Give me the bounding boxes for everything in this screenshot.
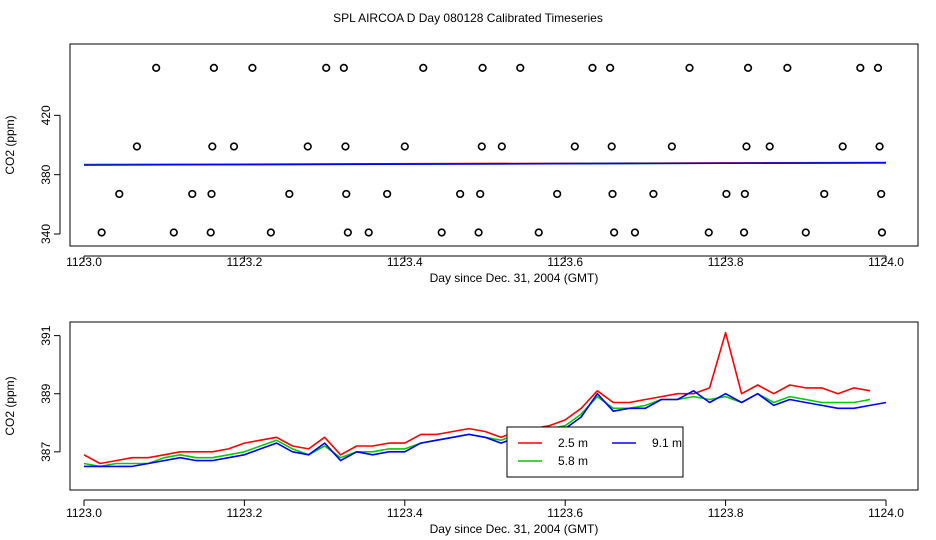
data-point	[339, 63, 348, 72]
data-point	[97, 228, 106, 237]
x-tick-label: 1123.0	[66, 506, 102, 520]
x-tick-label: 1124.0	[868, 255, 904, 269]
data-point	[248, 63, 257, 72]
data-point	[477, 142, 486, 151]
data-point	[478, 63, 487, 72]
legend-label: 5.8 m	[558, 454, 588, 468]
data-point	[152, 63, 161, 72]
data-point	[342, 189, 351, 199]
data-point	[873, 63, 883, 72]
x-tick-label: 1123.4	[387, 506, 423, 520]
data-point	[765, 142, 774, 151]
data-point	[266, 228, 275, 237]
x-tick-label: 1123.8	[708, 506, 744, 520]
data-point	[739, 228, 749, 237]
data-point	[742, 142, 751, 151]
data-point	[877, 189, 886, 199]
data-point	[207, 189, 216, 199]
data-point	[685, 63, 694, 72]
x-tick-label: 1124.0	[868, 506, 904, 520]
x-tick-label: 1123.0	[66, 255, 102, 269]
data-point	[364, 228, 373, 237]
data-point	[383, 189, 392, 199]
x-tick-label: 1123.2	[226, 506, 262, 520]
series-line-91m	[84, 390, 887, 468]
data-point	[209, 63, 219, 72]
data-point	[115, 189, 124, 199]
data-point	[553, 189, 562, 199]
legend-box	[506, 426, 684, 478]
legend-label: 2.5 m	[558, 436, 588, 450]
data-point	[875, 142, 884, 151]
x-tick-label: 1123.2	[226, 255, 262, 269]
data-point	[722, 189, 731, 199]
data-point	[419, 63, 428, 72]
data-point	[630, 228, 640, 237]
data-point	[570, 142, 579, 151]
y-axis-label: CO2 (ppm)	[3, 115, 17, 174]
y-axis-label: CO2 (ppm)	[3, 376, 17, 435]
data-point	[206, 228, 215, 237]
y-tick-label: 380	[39, 164, 53, 184]
legend-label: 9.1 m	[652, 436, 682, 450]
data-point	[285, 189, 294, 199]
legend: 2.5 m 9.1 m 5.8 m	[506, 426, 684, 478]
data-point	[856, 63, 865, 72]
x-axis-label: Day since Dec. 31, 2004 (GMT)	[430, 522, 599, 536]
data-point	[877, 228, 887, 237]
data-point	[820, 189, 829, 199]
data-point	[534, 228, 543, 237]
data-point	[188, 189, 197, 199]
data-point	[400, 142, 409, 151]
x-tick-label: 1123.4	[387, 255, 423, 269]
data-point	[838, 142, 847, 151]
data-point	[516, 63, 525, 72]
data-point	[208, 142, 217, 151]
data-point	[801, 228, 810, 237]
data-point	[132, 142, 142, 151]
data-point	[343, 228, 352, 237]
figure-title: SPL AIRCOA D Day 080128 Calibrated Times…	[333, 11, 603, 25]
data-point	[704, 228, 713, 237]
data-point	[229, 142, 239, 151]
y-tick-label: 387	[39, 442, 53, 462]
data-point	[608, 189, 617, 199]
bottom-panel-line-plot: 1123.0 1123.2 1123.4 1123.6 1123.8 1124.0 387 3…	[3, 321, 919, 536]
x-tick-label: 1123.6	[547, 255, 583, 269]
data-point	[607, 142, 616, 151]
y-tick-label: 340	[39, 224, 53, 244]
y-tick-label: 391	[39, 325, 53, 345]
data-point	[474, 228, 483, 237]
data-point	[649, 189, 658, 199]
data-point	[497, 142, 506, 151]
data-point	[322, 63, 331, 72]
data-point	[456, 189, 465, 199]
x-tick-label: 1123.8	[708, 255, 744, 269]
x-axis-label: Day since Dec. 31, 2004 (GMT)	[430, 271, 599, 285]
data-point	[743, 63, 753, 72]
data-point	[169, 228, 178, 237]
data-point	[476, 189, 485, 199]
y-tick-label: 420	[39, 105, 53, 125]
data-point	[303, 142, 312, 151]
series-line-25m	[83, 331, 871, 465]
plot-frame	[69, 321, 919, 491]
data-point	[740, 189, 749, 199]
y-tick-label: 389	[39, 383, 53, 403]
plot-frame	[69, 43, 919, 247]
data-point	[783, 63, 792, 72]
series-line-91m	[83, 162, 887, 166]
data-point	[437, 228, 446, 237]
top-panel-scatter-plot: 1123.0 1123.2 1123.4 1123.6 1123.8 1124.0 340 3…	[3, 43, 919, 285]
data-point	[667, 142, 676, 151]
x-tick-label: 1123.6	[547, 506, 583, 520]
data-point	[606, 63, 615, 72]
data-point	[588, 63, 597, 72]
data-point	[341, 142, 350, 151]
data-point	[610, 228, 619, 237]
